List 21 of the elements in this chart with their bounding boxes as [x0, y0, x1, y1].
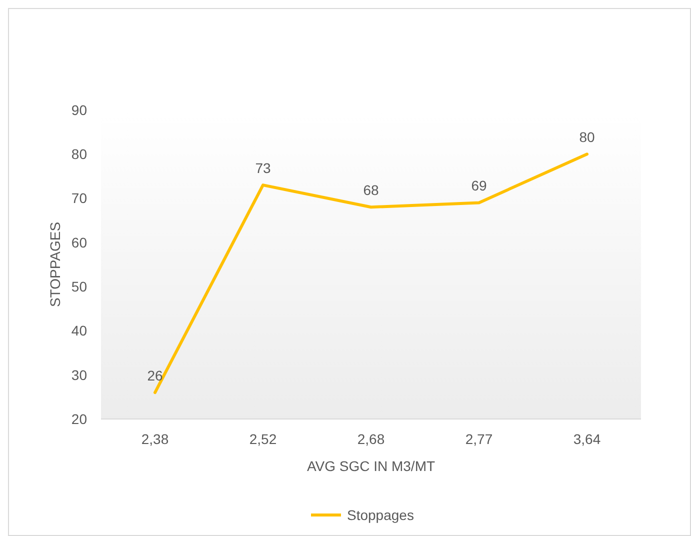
data-label: 69 [471, 178, 487, 194]
y-tick-label: 60 [71, 234, 88, 250]
y-tick-label: 80 [71, 146, 88, 162]
x-tick-label: 3,64 [573, 431, 601, 447]
x-tick-label: 2,52 [249, 431, 277, 447]
y-tick-label: 30 [71, 366, 88, 383]
data-label: 80 [579, 129, 595, 146]
x-tick-label: 2,77 [465, 431, 493, 447]
y-tick-label: 90 [71, 102, 88, 118]
y-tick-label: 20 [71, 410, 88, 427]
y-axis-title: STOPPAGES [47, 222, 63, 308]
y-tick-label: 50 [71, 278, 88, 294]
x-tick-label: 2,38 [141, 431, 169, 447]
x-axis-title: AVG SGC IN M3/MT [306, 458, 436, 474]
y-tick-label: 70 [71, 190, 88, 206]
data-label: 26 [147, 368, 163, 384]
data-label: 68 [363, 182, 379, 198]
x-tick-label: 2,68 [357, 431, 385, 447]
legend-label: Stoppages [347, 506, 414, 523]
data-label: 73 [255, 160, 271, 176]
y-tick-label: 40 [71, 322, 88, 339]
